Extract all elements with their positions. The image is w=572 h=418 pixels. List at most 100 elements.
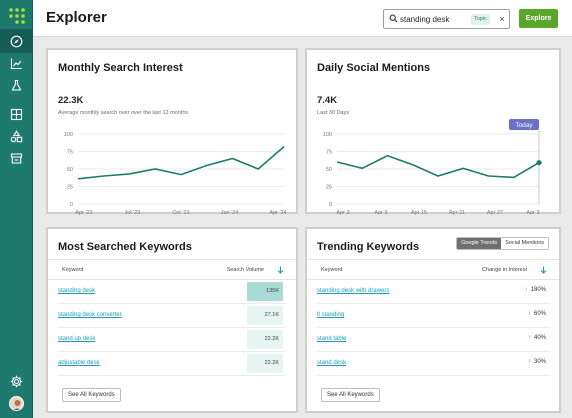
table-header: Keyword Change in Interest xyxy=(307,259,559,280)
x-tick-label: Apr '23 xyxy=(75,210,92,216)
change-value: ↑ 30% xyxy=(528,359,546,365)
flask-icon xyxy=(11,79,22,91)
today-label: Today xyxy=(515,122,533,129)
card-title: Daily Social Mentions xyxy=(317,62,431,74)
sidebar-item-grid[interactable] xyxy=(0,102,33,126)
storefront-icon xyxy=(10,152,23,164)
keyword-link[interactable]: standing desk with drawers xyxy=(317,288,390,294)
column-header-keyword[interactable]: Keyword xyxy=(321,267,343,273)
keyword-link[interactable]: stand up desk xyxy=(58,336,96,342)
source-toggle: Google Trends Social Mentions xyxy=(456,237,549,250)
search-input[interactable] xyxy=(400,13,470,26)
y-tick-label: 100 xyxy=(64,132,73,138)
change-percent: 60% xyxy=(533,311,546,317)
y-tick-label: 25 xyxy=(326,185,332,191)
search-volume-value: 135K xyxy=(247,282,283,301)
most-searched-card: Most Searched Keywords Keyword Search Vo… xyxy=(46,227,298,413)
keyword-link[interactable]: standing desk xyxy=(58,288,96,294)
topic-badge: Topic xyxy=(471,14,490,25)
keyword-link[interactable]: standing desk converter xyxy=(58,312,122,318)
sidebar-item-store[interactable] xyxy=(0,146,33,170)
social-mentions-toggle[interactable]: Social Mentions xyxy=(501,238,548,249)
y-tick-label: 75 xyxy=(326,150,332,156)
keyword-link[interactable]: lt standing xyxy=(317,312,345,318)
x-tick-label: Oct '23 xyxy=(172,210,189,216)
sidebar-item-labs[interactable] xyxy=(0,73,33,97)
see-all-keywords-button[interactable]: See All Keywords xyxy=(321,388,380,402)
y-tick-label: 25 xyxy=(67,185,73,191)
search-volume-value: 22.2K xyxy=(247,330,283,349)
y-tick-label: 50 xyxy=(326,167,332,173)
y-tick-label: 0 xyxy=(70,202,73,208)
keyword-link[interactable]: stand desk xyxy=(317,360,347,366)
compass-icon xyxy=(10,35,23,47)
today-point[interactable] xyxy=(536,160,542,166)
change-value: ↑ 60% xyxy=(528,311,546,317)
card-title: Monthly Search Interest xyxy=(58,62,183,74)
gear-icon xyxy=(10,375,23,387)
column-header-keyword[interactable]: Keyword xyxy=(62,267,84,273)
sidebar-item-charts[interactable] xyxy=(0,51,33,75)
x-tick-label: Apr 21 xyxy=(449,210,465,216)
monthly-search-chart: 0 25 50 75 100 Apr '23 Jul '23 Oct '23 Jan '24 Ap… xyxy=(64,132,287,216)
search-volume-value: 22.2K xyxy=(247,354,283,373)
sort-down-icon[interactable] xyxy=(540,266,547,274)
table-row: adjustable desk 22.2K xyxy=(58,352,286,376)
avatar[interactable] xyxy=(9,396,24,411)
page-title: Explorer xyxy=(46,9,107,26)
x-tick-label: Apr 15 xyxy=(411,210,427,216)
keyword-link[interactable]: stand table xyxy=(317,336,347,342)
x-tick-label: Apr 27 xyxy=(487,210,503,216)
change-value: ↑ 180% xyxy=(525,287,546,293)
table-header: Keyword Search Volume xyxy=(48,259,296,280)
y-tick-label: 0 xyxy=(329,202,332,208)
y-tick-label: 100 xyxy=(323,132,332,138)
change-percent: 40% xyxy=(533,335,546,341)
card-title: Most Searched Keywords xyxy=(58,241,192,253)
x-tick-label: Jul '23 xyxy=(125,210,141,216)
up-arrow-icon: ↑ xyxy=(527,335,531,341)
sort-down-icon[interactable] xyxy=(277,266,284,274)
column-header-change-in-interest[interactable]: Change in Interest xyxy=(482,267,527,273)
change-percent: 180% xyxy=(530,287,546,293)
keyword-link[interactable]: adjustable desk xyxy=(58,360,100,366)
metric-value: 22.3K xyxy=(58,95,84,106)
see-all-keywords-button[interactable]: See All Keywords xyxy=(62,388,121,402)
card-title: Trending Keywords xyxy=(317,241,420,253)
x-tick-label: Jan '24 xyxy=(221,210,239,216)
sidebar-item-explore[interactable] xyxy=(0,29,33,53)
clear-search-button[interactable]: × xyxy=(499,14,505,24)
change-value: ↑ 40% xyxy=(528,335,546,341)
sidebar-item-shapes[interactable] xyxy=(0,124,33,148)
up-arrow-icon: ↑ xyxy=(524,287,528,293)
table-row: standing desk 135K xyxy=(58,280,286,304)
series-line xyxy=(336,154,540,179)
table-row: standing desk converter 27.1K xyxy=(58,304,286,328)
x-tick-label: Apr '24 xyxy=(269,210,286,216)
y-tick-label: 75 xyxy=(67,150,73,156)
search-box[interactable]: Topic × xyxy=(383,9,510,29)
metric-subtext: Average monthly search over over the las… xyxy=(58,110,189,116)
top-bar: Explorer Topic × Explore xyxy=(33,0,572,37)
sidebar xyxy=(0,0,33,418)
x-tick-label: Apr 3 xyxy=(526,210,539,216)
table-row: stand desk ↑ 30% xyxy=(317,352,549,376)
metric-subtext: Last 30 Days xyxy=(317,110,350,116)
trending-keywords-card: Trending Keywords Google Trends Social M… xyxy=(305,227,561,413)
search-icon xyxy=(389,14,398,23)
column-header-search-volume[interactable]: Search Volume xyxy=(226,267,264,273)
series-line xyxy=(77,145,285,180)
daily-mentions-chart: 0 25 50 75 100 Apr 3 Apr 9 Apr 15 Apr 21 Apr 27 Ap… xyxy=(323,119,542,216)
metric-value: 7.4K xyxy=(317,95,338,106)
bar-chart-icon xyxy=(10,58,22,69)
google-trends-toggle[interactable]: Google Trends xyxy=(457,238,502,249)
change-percent: 30% xyxy=(533,359,546,365)
explore-button[interactable]: Explore xyxy=(519,9,558,28)
table-row: stand table ↑ 40% xyxy=(317,328,549,352)
grid-icon xyxy=(10,108,23,120)
sidebar-item-settings[interactable] xyxy=(0,369,33,393)
search-volume-value: 27.1K xyxy=(247,306,283,325)
x-tick-label: Apr 9 xyxy=(374,210,387,216)
today-badge xyxy=(509,119,539,130)
logo-icon xyxy=(9,8,25,24)
